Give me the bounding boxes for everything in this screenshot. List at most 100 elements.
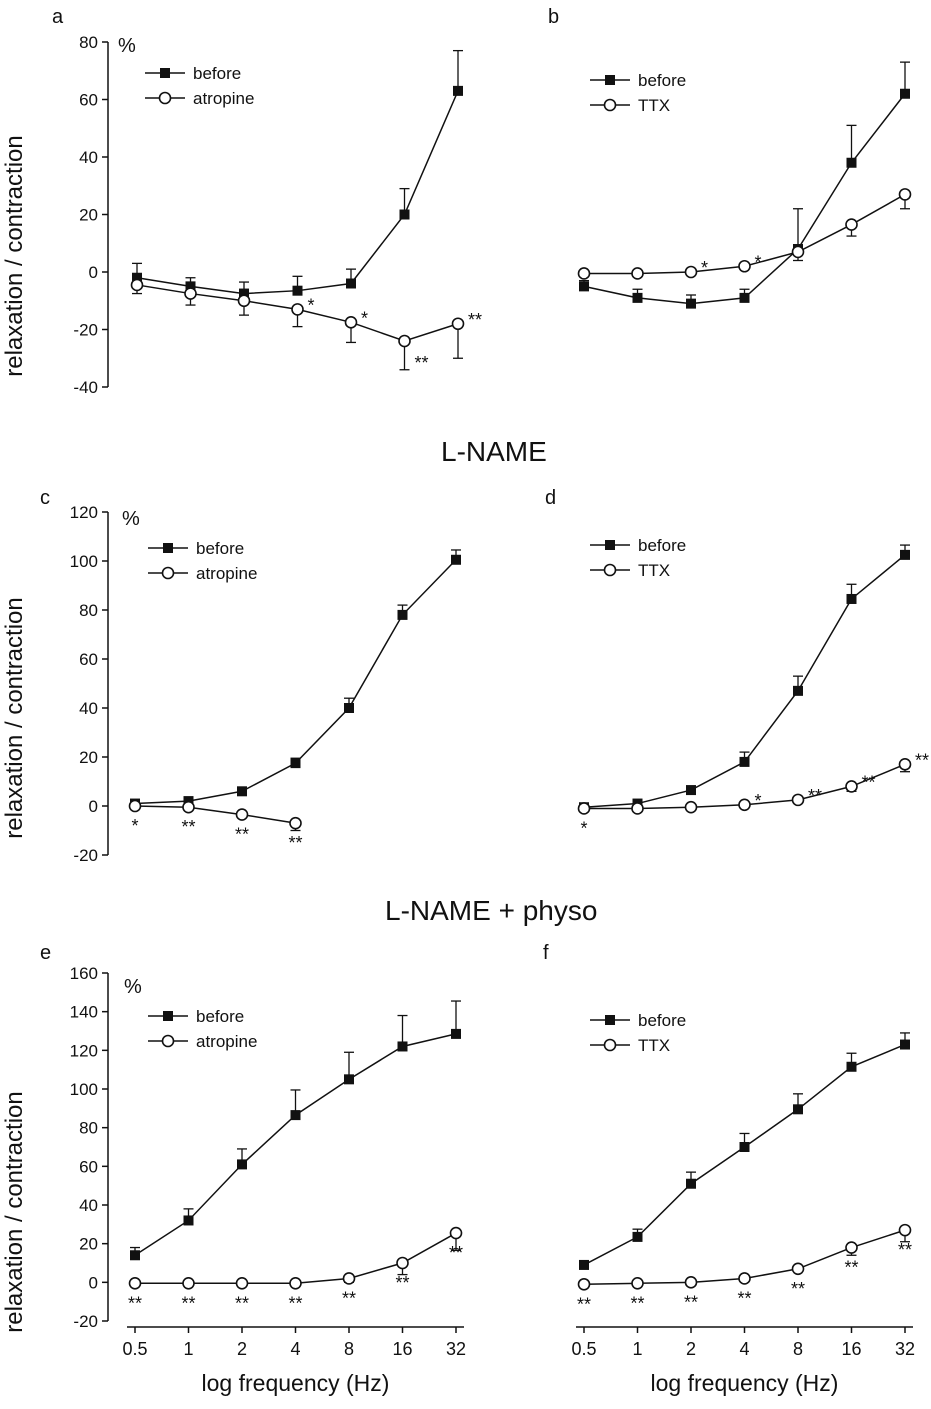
x-tick-label-f-4: 8 bbox=[793, 1339, 803, 1359]
marker-f-0-3 bbox=[739, 1142, 750, 1152]
y-tick-label-c-0: 0 bbox=[89, 797, 98, 816]
y-tick-label-a-80: 80 bbox=[79, 33, 98, 52]
y-axis-label-row1: relaxation / contraction bbox=[1, 135, 28, 377]
x-tick-label-e-4: 8 bbox=[344, 1339, 354, 1359]
legend-label-f-0: before bbox=[638, 1011, 686, 1030]
marker-d-0-3 bbox=[739, 756, 750, 767]
y-tick-label-e-160: 160 bbox=[70, 964, 98, 983]
significance-a-4: * bbox=[361, 308, 368, 328]
marker-a-0-4 bbox=[346, 278, 356, 289]
x-tick-label-f-1: 1 bbox=[632, 1339, 642, 1359]
marker-d-1-2 bbox=[684, 800, 698, 814]
significance-e-2: ** bbox=[235, 1293, 249, 1313]
legend-marker-f-0 bbox=[605, 1015, 615, 1025]
marker-f-0-2 bbox=[686, 1178, 696, 1189]
marker-e-0-3 bbox=[290, 1110, 301, 1121]
marker-b-0-6 bbox=[900, 88, 910, 99]
y-tick-label-a-60: 60 bbox=[79, 91, 98, 110]
y-tick-label-a-20: 20 bbox=[79, 206, 98, 225]
y-tick-label-e--20: -20 bbox=[73, 1312, 98, 1331]
y-tick-label-e-120: 120 bbox=[70, 1041, 98, 1060]
marker-b-1-2 bbox=[684, 265, 698, 279]
marker-c-0-3 bbox=[290, 758, 301, 769]
significance-b-3: * bbox=[755, 252, 762, 272]
marker-e-0-4 bbox=[344, 1074, 354, 1085]
marker-f-1-0 bbox=[577, 1277, 591, 1291]
section-title-lname: L-NAME bbox=[441, 436, 547, 467]
x-tick-label-f-6: 32 bbox=[895, 1339, 915, 1359]
significance-b-2: * bbox=[701, 258, 708, 278]
x-tick-label-e-1: 1 bbox=[183, 1339, 193, 1359]
marker-f-0-1 bbox=[632, 1231, 643, 1242]
x-tick-label-f-2: 2 bbox=[686, 1339, 696, 1359]
marker-f-0-6 bbox=[900, 1039, 910, 1050]
marker-a-0-0 bbox=[132, 272, 142, 283]
marker-b-1-5 bbox=[845, 218, 858, 231]
marker-e-1-3 bbox=[289, 1277, 302, 1290]
legend-label-e-1: atropine bbox=[196, 1032, 257, 1051]
y-axis-label-row2: relaxation / contraction bbox=[1, 597, 28, 839]
series-line-a-0 bbox=[136, 90, 459, 295]
marker-c-1-0 bbox=[128, 799, 142, 813]
x-tick-label-f-3: 4 bbox=[739, 1339, 749, 1359]
marker-b-0-5 bbox=[846, 157, 857, 168]
marker-a-0-2 bbox=[239, 288, 249, 299]
marker-b-1-0 bbox=[577, 267, 591, 280]
marker-f-1-5 bbox=[845, 1241, 858, 1254]
y-tick-label-c-20: 20 bbox=[79, 748, 98, 767]
significance-f-6: ** bbox=[898, 1240, 912, 1260]
significance-c-0: * bbox=[131, 816, 138, 836]
significance-a-5: ** bbox=[415, 353, 429, 373]
y-tick-label-c--20: -20 bbox=[73, 846, 98, 865]
marker-b-0-2 bbox=[686, 298, 696, 309]
marker-f-1-4 bbox=[791, 1262, 805, 1276]
y-tick-label-e-20: 20 bbox=[79, 1235, 98, 1254]
significance-c-3: ** bbox=[288, 833, 302, 853]
significance-a-3: * bbox=[308, 295, 315, 315]
panel-letter-c: c bbox=[40, 487, 50, 509]
marker-d-1-4 bbox=[791, 793, 805, 807]
legend-label-e-0: before bbox=[196, 1007, 244, 1026]
y-tick-label-e-80: 80 bbox=[79, 1119, 98, 1138]
marker-a-1-3 bbox=[291, 303, 304, 316]
marker-c-0-5 bbox=[397, 609, 408, 620]
marker-e-1-6 bbox=[449, 1226, 463, 1240]
x-tick-label-e-3: 4 bbox=[290, 1339, 300, 1359]
significance-e-3: ** bbox=[288, 1293, 302, 1313]
marker-d-0-2 bbox=[686, 785, 696, 796]
x-tick-label-e-2: 2 bbox=[237, 1339, 247, 1359]
marker-a-1-5 bbox=[398, 334, 411, 348]
y-tick-label-c-120: 120 bbox=[70, 503, 98, 522]
significance-e-5: ** bbox=[395, 1273, 409, 1293]
x-axis-title-f: log frequency (Hz) bbox=[651, 1370, 839, 1396]
marker-a-0-3 bbox=[292, 285, 303, 296]
x-tick-label-e-0: 0.5 bbox=[122, 1339, 147, 1359]
legend-label-b-0: before bbox=[638, 71, 686, 90]
significance-e-1: ** bbox=[181, 1293, 195, 1313]
marker-e-0-6 bbox=[451, 1028, 461, 1039]
y-tick-label-c-40: 40 bbox=[79, 699, 98, 718]
panel-letter-e: e bbox=[40, 942, 52, 964]
marker-d-1-3 bbox=[738, 798, 751, 812]
marker-b-0-0 bbox=[579, 281, 589, 292]
unit-label-a: % bbox=[118, 35, 136, 57]
legend-marker-e-0 bbox=[163, 1011, 173, 1021]
marker-f-1-1 bbox=[631, 1277, 644, 1290]
x-tick-label-f-5: 16 bbox=[841, 1339, 861, 1359]
section-title-lname-physo: L-NAME + physo bbox=[385, 895, 598, 926]
y-axis-label-row3: relaxation / contraction bbox=[1, 1091, 28, 1333]
marker-e-1-0 bbox=[128, 1277, 142, 1290]
marker-f-0-4 bbox=[793, 1104, 803, 1115]
y-tick-label-a-0: 0 bbox=[89, 263, 98, 282]
legend-marker-c-1 bbox=[161, 566, 175, 580]
marker-e-1-4 bbox=[342, 1272, 356, 1285]
marker-b-1-3 bbox=[738, 259, 751, 273]
x-axis-title-e: log frequency (Hz) bbox=[202, 1370, 390, 1396]
legend-label-c-0: before bbox=[196, 539, 244, 558]
significance-f-4: ** bbox=[791, 1279, 805, 1299]
marker-c-1-1 bbox=[182, 800, 195, 814]
significance-c-1: ** bbox=[181, 817, 195, 837]
legend-label-a-1: atropine bbox=[193, 89, 254, 108]
